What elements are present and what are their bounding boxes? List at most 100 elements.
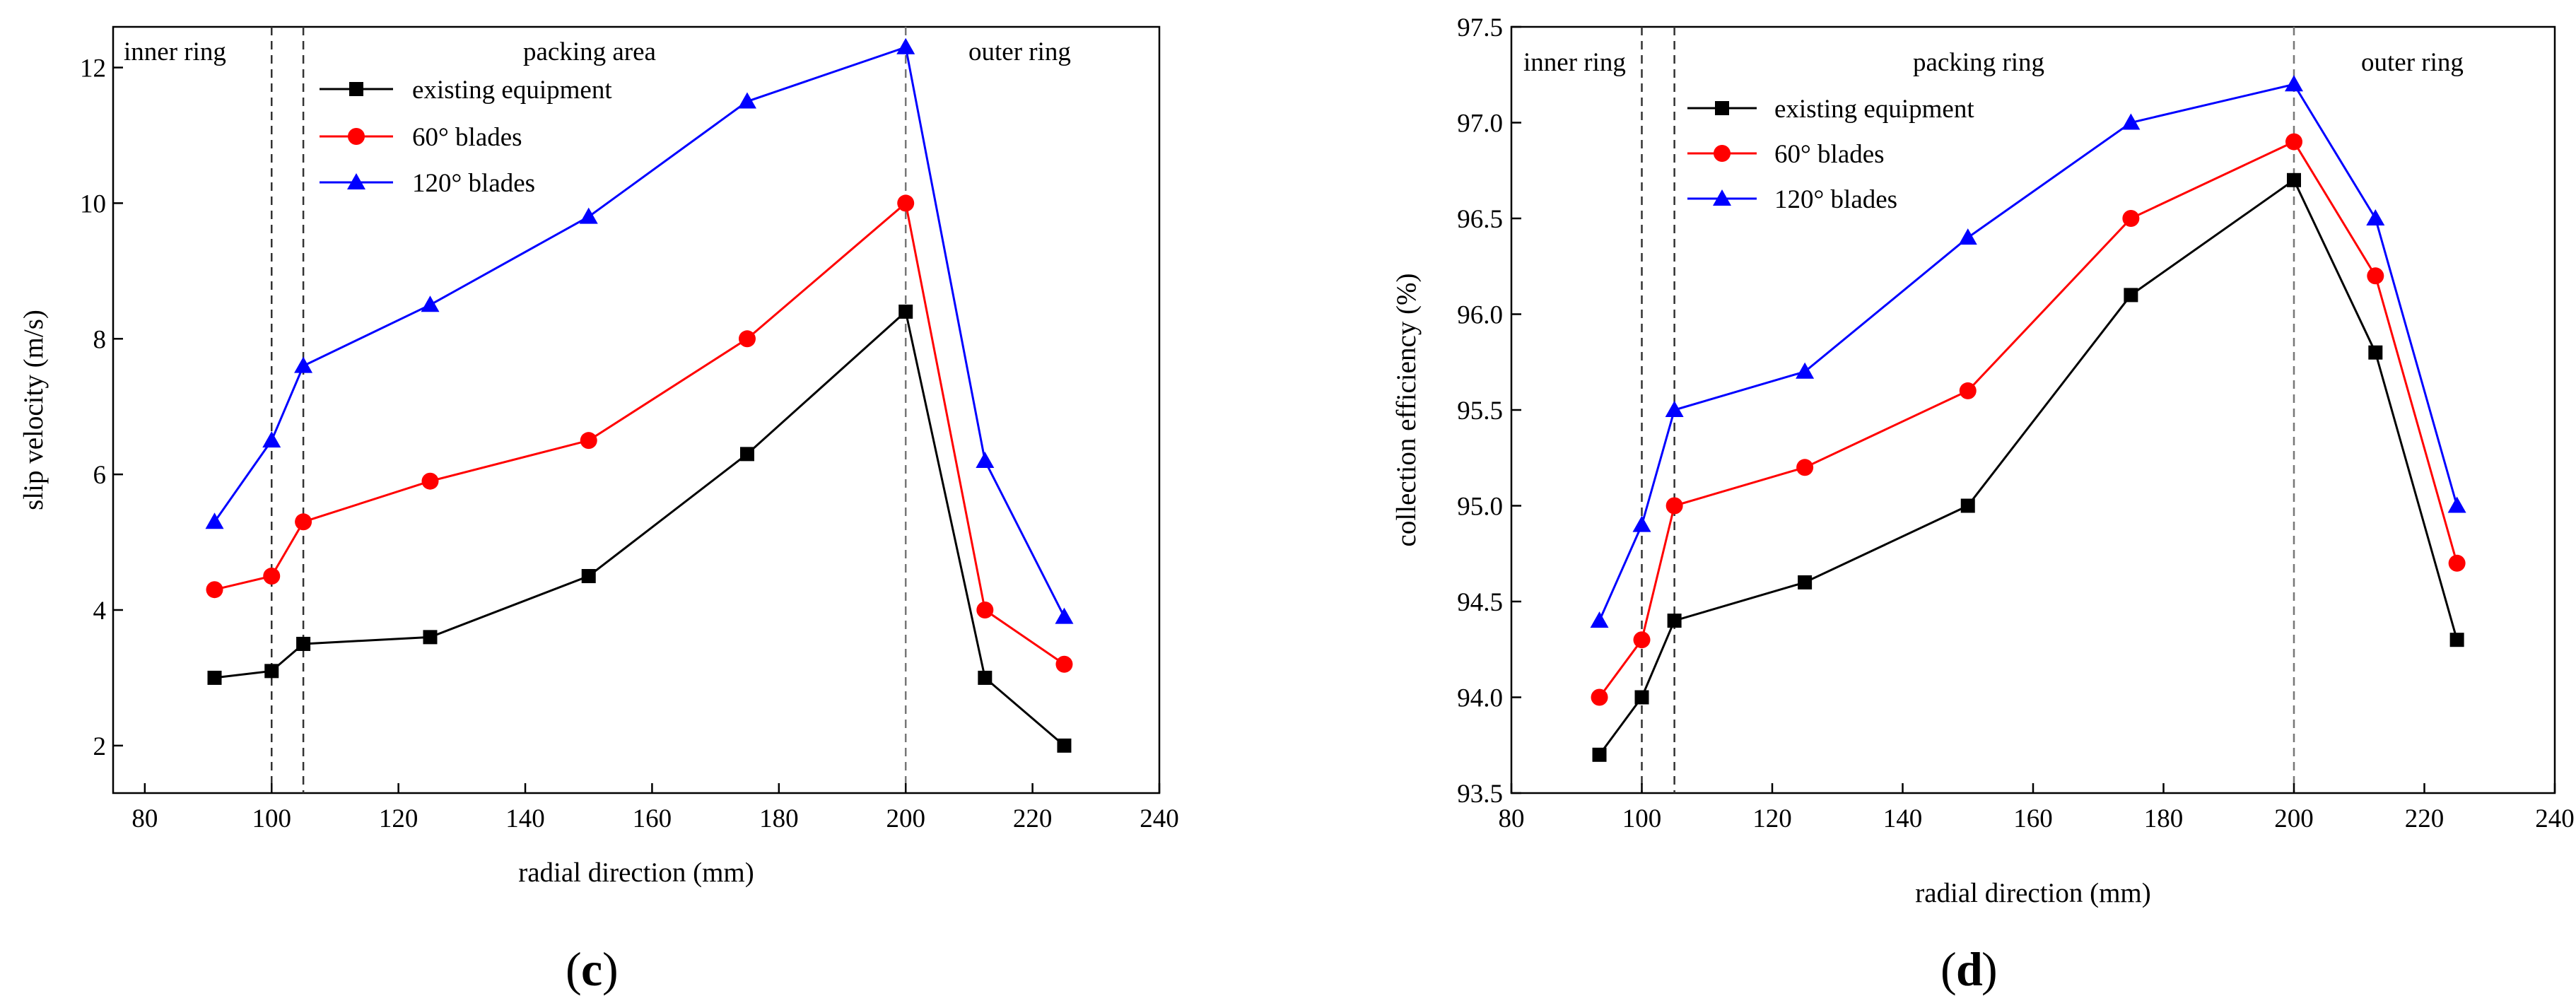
plot-frame <box>1510 25 2556 794</box>
y-tick-label: 8 <box>93 325 107 354</box>
data-point <box>976 601 994 618</box>
data-point <box>580 432 597 450</box>
y-tick-label: 93.5 <box>1457 780 1503 809</box>
data-point <box>262 431 281 448</box>
x-axis-ticks: 80 100 120 140 160 180 200 220 240 <box>1499 783 2575 833</box>
svg-text:(: ( <box>1940 942 1957 996</box>
y-tick-label: 2 <box>93 732 107 761</box>
data-point <box>206 581 223 599</box>
legend-label-120: 120° blades <box>1774 185 1897 214</box>
panel-label-d: ( d ) <box>1940 942 1998 996</box>
legend-label-existing: existing equipment <box>412 76 612 105</box>
data-point <box>423 630 438 645</box>
data-point <box>898 304 913 319</box>
legend-label-60: 60° blades <box>412 123 522 152</box>
legend-marker-circle <box>1714 145 1731 162</box>
x-tick-label: 80 <box>1499 804 1525 833</box>
y-tick-label: 94.5 <box>1457 588 1503 617</box>
x-tick-label: 100 <box>252 804 291 833</box>
legend-marker-square <box>349 82 363 96</box>
data-series <box>205 37 1074 753</box>
data-point <box>1798 575 1813 590</box>
data-point <box>1055 655 1073 673</box>
data-point <box>738 330 756 348</box>
x-tick-label: 240 <box>1140 804 1179 833</box>
y-axis-title: collection efficiency (%) <box>1391 274 1422 547</box>
series-line <box>214 201 1065 665</box>
svg-text:c: c <box>581 942 602 996</box>
svg-text:): ) <box>1981 942 1998 996</box>
series-line <box>213 45 1065 618</box>
series-line <box>1598 83 2459 621</box>
x-tick-label: 240 <box>2535 804 2575 833</box>
legend-marker-square <box>1715 101 1729 115</box>
data-point <box>2285 133 2302 151</box>
x-tick-label: 180 <box>759 804 799 833</box>
data-point <box>296 636 311 651</box>
y-tick-label: 97.0 <box>1457 110 1503 139</box>
x-tick-label: 160 <box>2013 804 2053 833</box>
data-point <box>205 512 224 529</box>
data-point <box>2124 288 2138 303</box>
data-point <box>2366 209 2385 225</box>
y-axis-ticks: 2 4 6 8 10 12 <box>80 54 123 761</box>
data-point <box>421 295 440 312</box>
y-tick-label: 94.0 <box>1457 684 1503 713</box>
y-tick-label: 97.5 <box>1457 13 1503 42</box>
data-point <box>1665 401 1684 417</box>
svg-text:d: d <box>1956 942 1983 996</box>
region-label-packing: packing ring <box>1913 48 2044 77</box>
data-point <box>1665 497 1683 515</box>
legend-label-existing: existing equipment <box>1774 95 1974 124</box>
data-point <box>1591 688 1608 706</box>
data-point <box>739 447 754 462</box>
x-tick-label: 80 <box>131 804 158 833</box>
data-point <box>2447 496 2466 513</box>
x-axis-title: radial direction (mm) <box>518 857 754 888</box>
panel-label-c: ( c ) <box>566 942 619 996</box>
data-series <box>1590 75 2466 762</box>
x-tick-label: 200 <box>886 804 925 833</box>
x-axis-title: radial direction (mm) <box>1915 878 2151 908</box>
x-tick-label: 120 <box>379 804 418 833</box>
data-point <box>976 451 995 468</box>
data-point <box>295 513 312 531</box>
x-tick-label: 220 <box>2405 804 2445 833</box>
chart-panel-c: 80 100 120 140 160 180 200 220 240 2 4 6 8 10 12 inne… <box>18 25 1179 996</box>
x-tick-label: 220 <box>1013 804 1053 833</box>
data-point <box>1592 747 1607 762</box>
data-point <box>978 670 993 685</box>
data-point <box>581 569 596 584</box>
data-point <box>1796 362 1815 379</box>
y-tick-label: 12 <box>80 54 106 83</box>
y-tick-label: 96.0 <box>1457 301 1503 330</box>
data-point <box>1590 611 1609 628</box>
region-divider-lines <box>270 27 907 793</box>
data-point <box>1958 228 1977 245</box>
chart-panel-d: 80 100 120 140 160 180 200 220 240 93.594.094.59… <box>1391 13 2575 996</box>
legend-label-60: 60° blades <box>1774 140 1885 169</box>
data-point <box>1057 738 1072 753</box>
x-tick-label: 100 <box>1622 804 1662 833</box>
data-point <box>579 207 598 224</box>
data-point <box>421 472 439 490</box>
data-point <box>897 194 915 212</box>
legend-marker-triangle <box>347 173 365 189</box>
data-point <box>2121 113 2141 130</box>
region-divider-lines <box>1641 27 2295 793</box>
data-point <box>263 568 281 585</box>
svg-text:): ) <box>602 942 619 996</box>
region-label-packing: packing area <box>523 37 656 66</box>
series-line <box>1598 140 2459 698</box>
legend-label-120: 120° blades <box>412 169 535 198</box>
data-point <box>294 356 313 373</box>
legend-marker-triangle <box>1713 189 1731 206</box>
y-tick-label: 96.5 <box>1457 205 1503 234</box>
svg-text:(: ( <box>566 942 582 996</box>
data-point <box>1667 614 1682 628</box>
series-line <box>214 310 1065 746</box>
data-point <box>2287 172 2301 187</box>
legend: existing equipment 60° blades 120° blade… <box>320 76 612 198</box>
series-line <box>1598 178 2459 756</box>
